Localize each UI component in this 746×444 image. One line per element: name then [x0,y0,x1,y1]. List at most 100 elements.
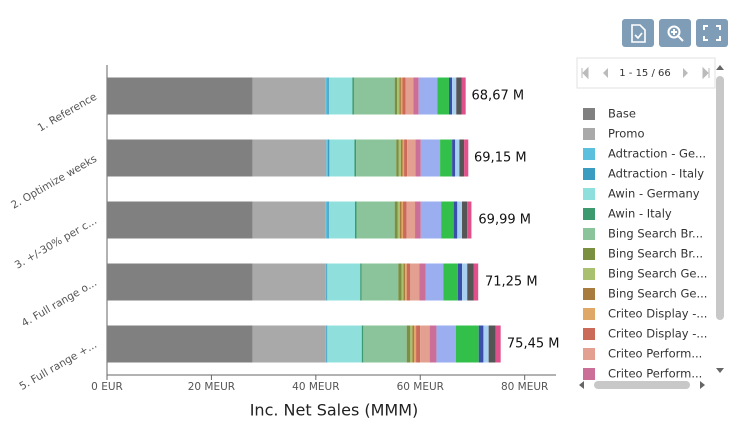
legend-label: Adtraction - Italy [608,167,704,181]
bar-segment [420,325,430,363]
bar-segment [397,77,400,115]
legend-swatch [583,188,595,200]
bar-segment [478,325,484,363]
bar-segment [328,77,353,115]
scroll-thumb[interactable] [716,76,724,320]
bar-segment [406,325,411,363]
pager-box [576,57,716,89]
scroll-up[interactable] [716,65,724,70]
legend-swatch [583,248,595,260]
bar-segment [452,139,456,177]
bar-segment [398,139,401,177]
bar-segment [473,263,479,301]
bar-segment [327,263,361,301]
bar-segment [327,139,330,177]
pager-prev[interactable] [603,68,608,78]
bar-segment [327,201,329,239]
bar-segment [252,263,326,301]
bar-segment [327,325,362,363]
bar-segment [402,77,406,115]
legend-swatch [583,308,595,320]
bar-segment [401,263,404,301]
legend-label: Criteo Display -... [608,307,707,321]
bar-segment [425,263,444,301]
bar-segment [361,263,399,301]
bar-segment [419,263,426,301]
bar-segment [325,77,328,115]
legend-swatch [583,288,595,300]
bar-segment [252,201,326,239]
bar-segment [397,201,400,239]
bar-segment [394,201,398,239]
bar-segment [354,201,357,239]
bar-segment [437,77,449,115]
bar-segment [107,263,253,301]
bar-segment [405,77,414,115]
bar-segment [415,139,421,177]
scroll-left[interactable] [579,381,584,389]
bar-segment [325,263,327,301]
bar-segment [356,139,397,177]
bar-segment [467,263,474,301]
bar-segment [453,201,458,239]
legend-label: Criteo Perform... [608,367,702,381]
legend-label: Bing Search Ge... [608,287,707,301]
total-label: 69,99 M [478,213,531,228]
bar-segment [252,77,326,115]
pager-last[interactable] [702,66,710,80]
legend-label: Bing Search Ge... [608,267,707,281]
legend-label: Criteo Perform... [608,347,702,361]
bar-segment [467,201,472,239]
export-button[interactable] [622,19,654,47]
pager-text: 1 - 15 / 66 [619,68,671,79]
legend-pager: 1 - 15 / 66 [576,57,716,89]
legend-label: Base [608,107,636,121]
bar-segment [403,201,407,239]
bar-segment [325,325,327,363]
bar-segment [406,263,411,301]
total-label: 75,45 M [507,337,560,352]
bar-segment [329,139,355,177]
bar-segment [443,263,458,301]
legend-swatch [583,128,595,140]
legend-label: Promo [608,127,644,141]
bar-segment [455,325,479,363]
legend-label: Criteo Display -... [608,327,707,341]
bar-segment [488,325,496,363]
scrollbars [579,65,724,389]
bar-segment [403,263,406,301]
bar-segment [406,201,416,239]
bar-segment [401,201,404,239]
y-tick-label: 4. Full range o... [20,277,99,330]
x-tick-label: 0 EUR [91,381,123,393]
bar-segment [328,201,355,239]
bar-segment [252,325,326,363]
legend-swatch [583,348,595,360]
legend-swatch [583,108,595,120]
bar-segment [464,139,469,177]
bar-segment [400,139,403,177]
pager-first[interactable] [581,66,589,80]
bar-segment [394,77,398,115]
legend-swatch [583,148,595,160]
bar-segment [107,201,253,239]
bar-segment [436,325,456,363]
bar-segment [456,77,462,115]
legend-swatch [583,368,595,380]
bar-segment [407,139,416,177]
legend-label: Awin - Germany [608,187,700,201]
x-axis-title: Inc. Net Sales (MMM) [250,401,419,420]
bar-segment [398,263,402,301]
scroll-right[interactable] [700,381,705,389]
pager-next[interactable] [683,68,688,78]
zoom-icon [671,29,684,42]
scroll-down[interactable] [716,368,724,373]
bar-segment [405,263,407,301]
legend-swatch [583,268,595,280]
legend-label: Awin - Italy [608,207,672,221]
scroll-thumb-h[interactable] [594,381,690,389]
fullscreen-button[interactable] [696,19,728,47]
bar-segment [416,325,421,363]
legend-swatch [583,208,595,220]
